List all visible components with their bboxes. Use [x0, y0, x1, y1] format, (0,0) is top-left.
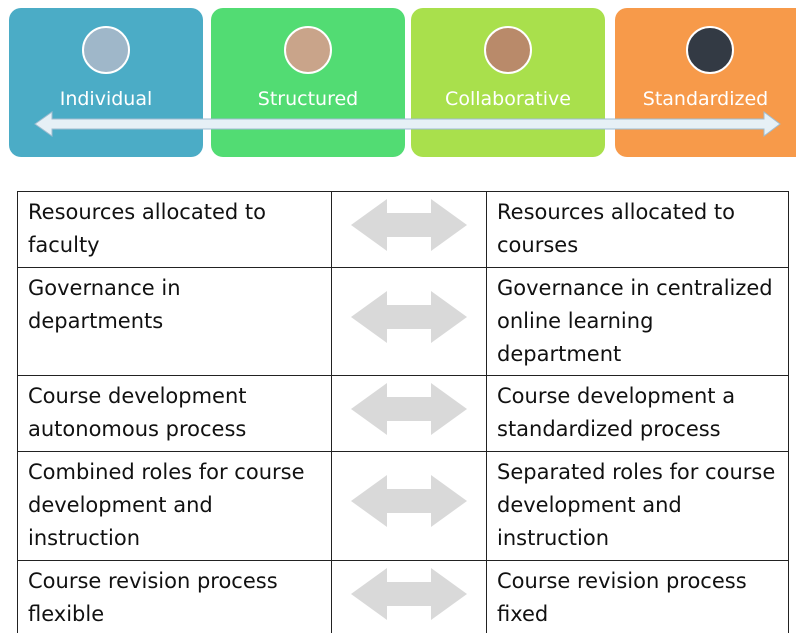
right-cell: Separated roles for course development a… — [486, 451, 789, 561]
table-row: Combined roles for course development an… — [17, 451, 789, 561]
right-cell: Governance in centralized online learnin… — [486, 267, 789, 376]
stage-box: Standardized — [615, 8, 796, 157]
double-arrow — [351, 198, 467, 251]
icon — [82, 26, 130, 74]
left-cell: Course development autonomous process — [17, 375, 332, 452]
arrow-cell — [331, 375, 487, 452]
icon — [686, 26, 734, 74]
left-cell: Governance in departments — [17, 267, 332, 376]
table-row: Course development autonomous process Cou… — [17, 375, 789, 452]
arrow-shape — [351, 567, 467, 620]
left-cell: Course revision process flexible — [17, 560, 332, 633]
table-row: Resources allocated to faculty Resources … — [17, 191, 789, 268]
left-cell: Resources allocated to faculty — [17, 191, 332, 268]
double-arrow — [351, 567, 467, 620]
double-arrow — [351, 475, 467, 527]
arrow-cell — [331, 451, 487, 561]
arrow-shape — [351, 198, 467, 251]
stage-label: Collaborative — [445, 88, 571, 110]
table-row: Course revision process flexible Course r… — [17, 560, 789, 633]
stage-box: Collaborative — [411, 8, 605, 157]
icon — [484, 26, 532, 74]
right-cell: Course revision process fixed — [486, 560, 789, 633]
stage-label: Structured — [257, 88, 359, 110]
arrow-shape — [351, 382, 467, 435]
right-cell: Resources allocated to courses — [486, 191, 789, 268]
stage-box: Individual — [9, 8, 203, 157]
arrow-shape — [351, 475, 467, 527]
arrow-shape — [351, 290, 467, 343]
double-arrow — [34, 111, 781, 137]
spectrum-arrow — [34, 111, 781, 137]
left-cell: Combined roles for course development an… — [17, 451, 332, 561]
stage-label: Individual — [59, 88, 153, 110]
table-row: Governance in departments Governance in c… — [17, 267, 789, 376]
right-cell: Course development a standardized proces… — [486, 375, 789, 452]
arrow-cell — [331, 191, 487, 268]
comparison-table: Resources allocated to faculty Resources … — [17, 191, 789, 633]
stage-label: Standardized — [642, 88, 769, 110]
double-arrow — [351, 382, 467, 435]
arrow-cell — [331, 560, 487, 633]
double-arrow — [351, 290, 467, 343]
stage-box: Structured — [211, 8, 405, 157]
arrow-cell — [331, 267, 487, 376]
icon — [284, 26, 332, 74]
